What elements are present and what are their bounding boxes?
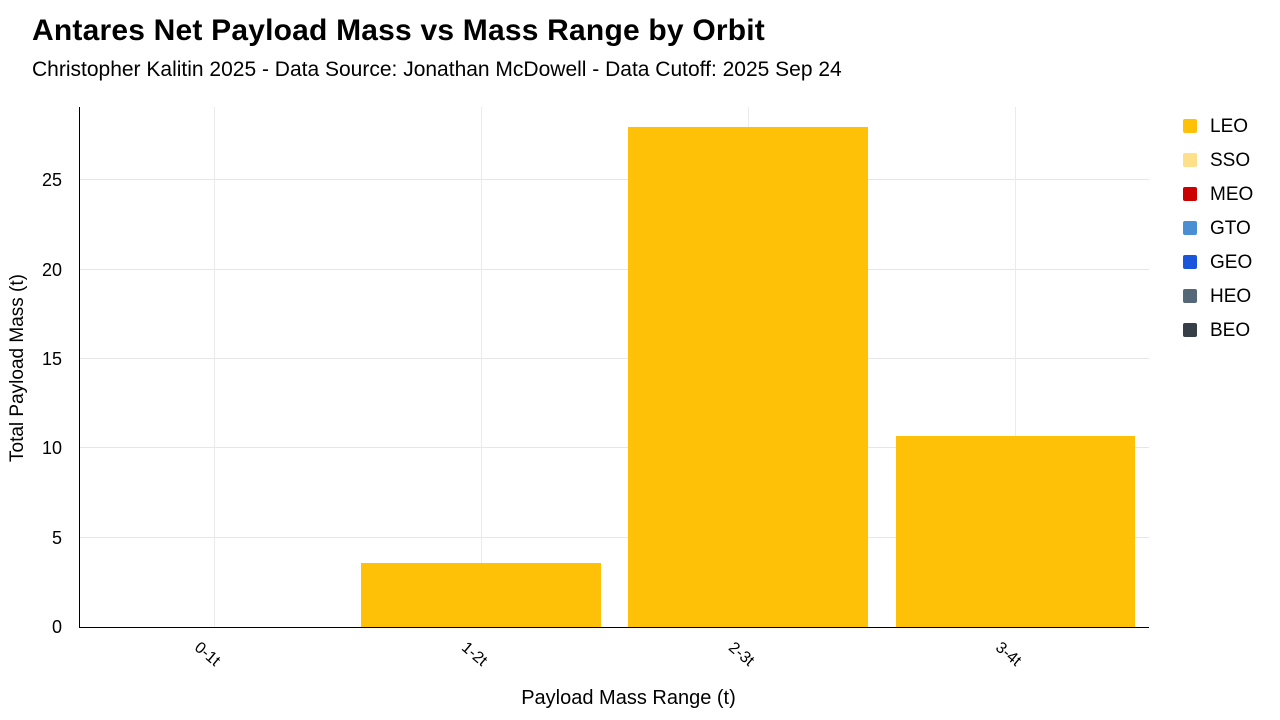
legend-swatch-sso (1183, 153, 1197, 167)
legend-item-meo[interactable]: MEO (1183, 177, 1253, 211)
y-axis-tick-labels: 0 5 10 15 20 25 (0, 107, 71, 636)
y-gridline (80, 179, 1149, 181)
legend-item-beo[interactable]: BEO (1183, 313, 1253, 347)
x-tick-label: 1-2t (457, 639, 491, 670)
y-gridline (80, 268, 1149, 270)
legend-swatch-geo (1183, 255, 1197, 269)
legend-label: HEO (1210, 285, 1252, 307)
y-gridline (80, 357, 1149, 359)
x-gridline (213, 107, 215, 627)
legend-label: SSO (1210, 149, 1251, 171)
legend-label: BEO (1210, 319, 1251, 341)
legend-item-heo[interactable]: HEO (1183, 279, 1253, 313)
legend-item-gto[interactable]: GTO (1183, 211, 1253, 245)
legend-swatch-meo (1183, 187, 1197, 201)
bar-leo-2-3t[interactable] (628, 126, 868, 627)
chart-title: Antares Net Payload Mass vs Mass Range b… (32, 14, 765, 47)
legend-item-geo[interactable]: GEO (1183, 245, 1253, 279)
y-tick-label: 5 (51, 527, 62, 548)
chart-subtitle: Christopher Kalitin 2025 - Data Source: … (32, 58, 842, 81)
legend-label: LEO (1210, 115, 1249, 137)
bar-leo-3-4t[interactable] (895, 435, 1136, 627)
y-gridline (80, 536, 1149, 538)
x-axis-title: Payload Mass Range (t) (521, 687, 736, 709)
x-gridline (1015, 107, 1017, 627)
legend-swatch-leo (1183, 119, 1197, 133)
y-tick-label: 25 (41, 170, 62, 191)
x-gridline (480, 107, 482, 627)
y-tick-label: 15 (41, 348, 62, 369)
legend-item-sso[interactable]: SSO (1183, 143, 1253, 177)
legend-swatch-beo (1183, 323, 1197, 337)
bar-leo-1-2t[interactable] (361, 562, 601, 627)
y-tick-label: 0 (51, 617, 62, 637)
plot-area (79, 107, 1149, 628)
x-tick-label: 2-3t (725, 639, 758, 670)
legend-label: MEO (1210, 183, 1254, 205)
y-tick-label: 10 (41, 438, 62, 459)
y-tick-label: 20 (41, 259, 62, 280)
legend-swatch-heo (1183, 289, 1197, 303)
legend-item-leo[interactable]: LEO (1183, 109, 1253, 143)
legend-label: GEO (1210, 251, 1253, 273)
y-gridline (80, 447, 1149, 449)
legend: LEO SSO MEO GTO GEO HEO BEO (1183, 109, 1253, 347)
legend-label: GTO (1210, 217, 1251, 239)
x-tick-label: 0-1t (190, 639, 223, 670)
x-tick-label: 3-4t (992, 639, 1025, 670)
x-axis-tick-labels: 0-1t 1-2t 2-3t 3-4t (79, 629, 1148, 689)
legend-swatch-gto (1183, 221, 1197, 235)
